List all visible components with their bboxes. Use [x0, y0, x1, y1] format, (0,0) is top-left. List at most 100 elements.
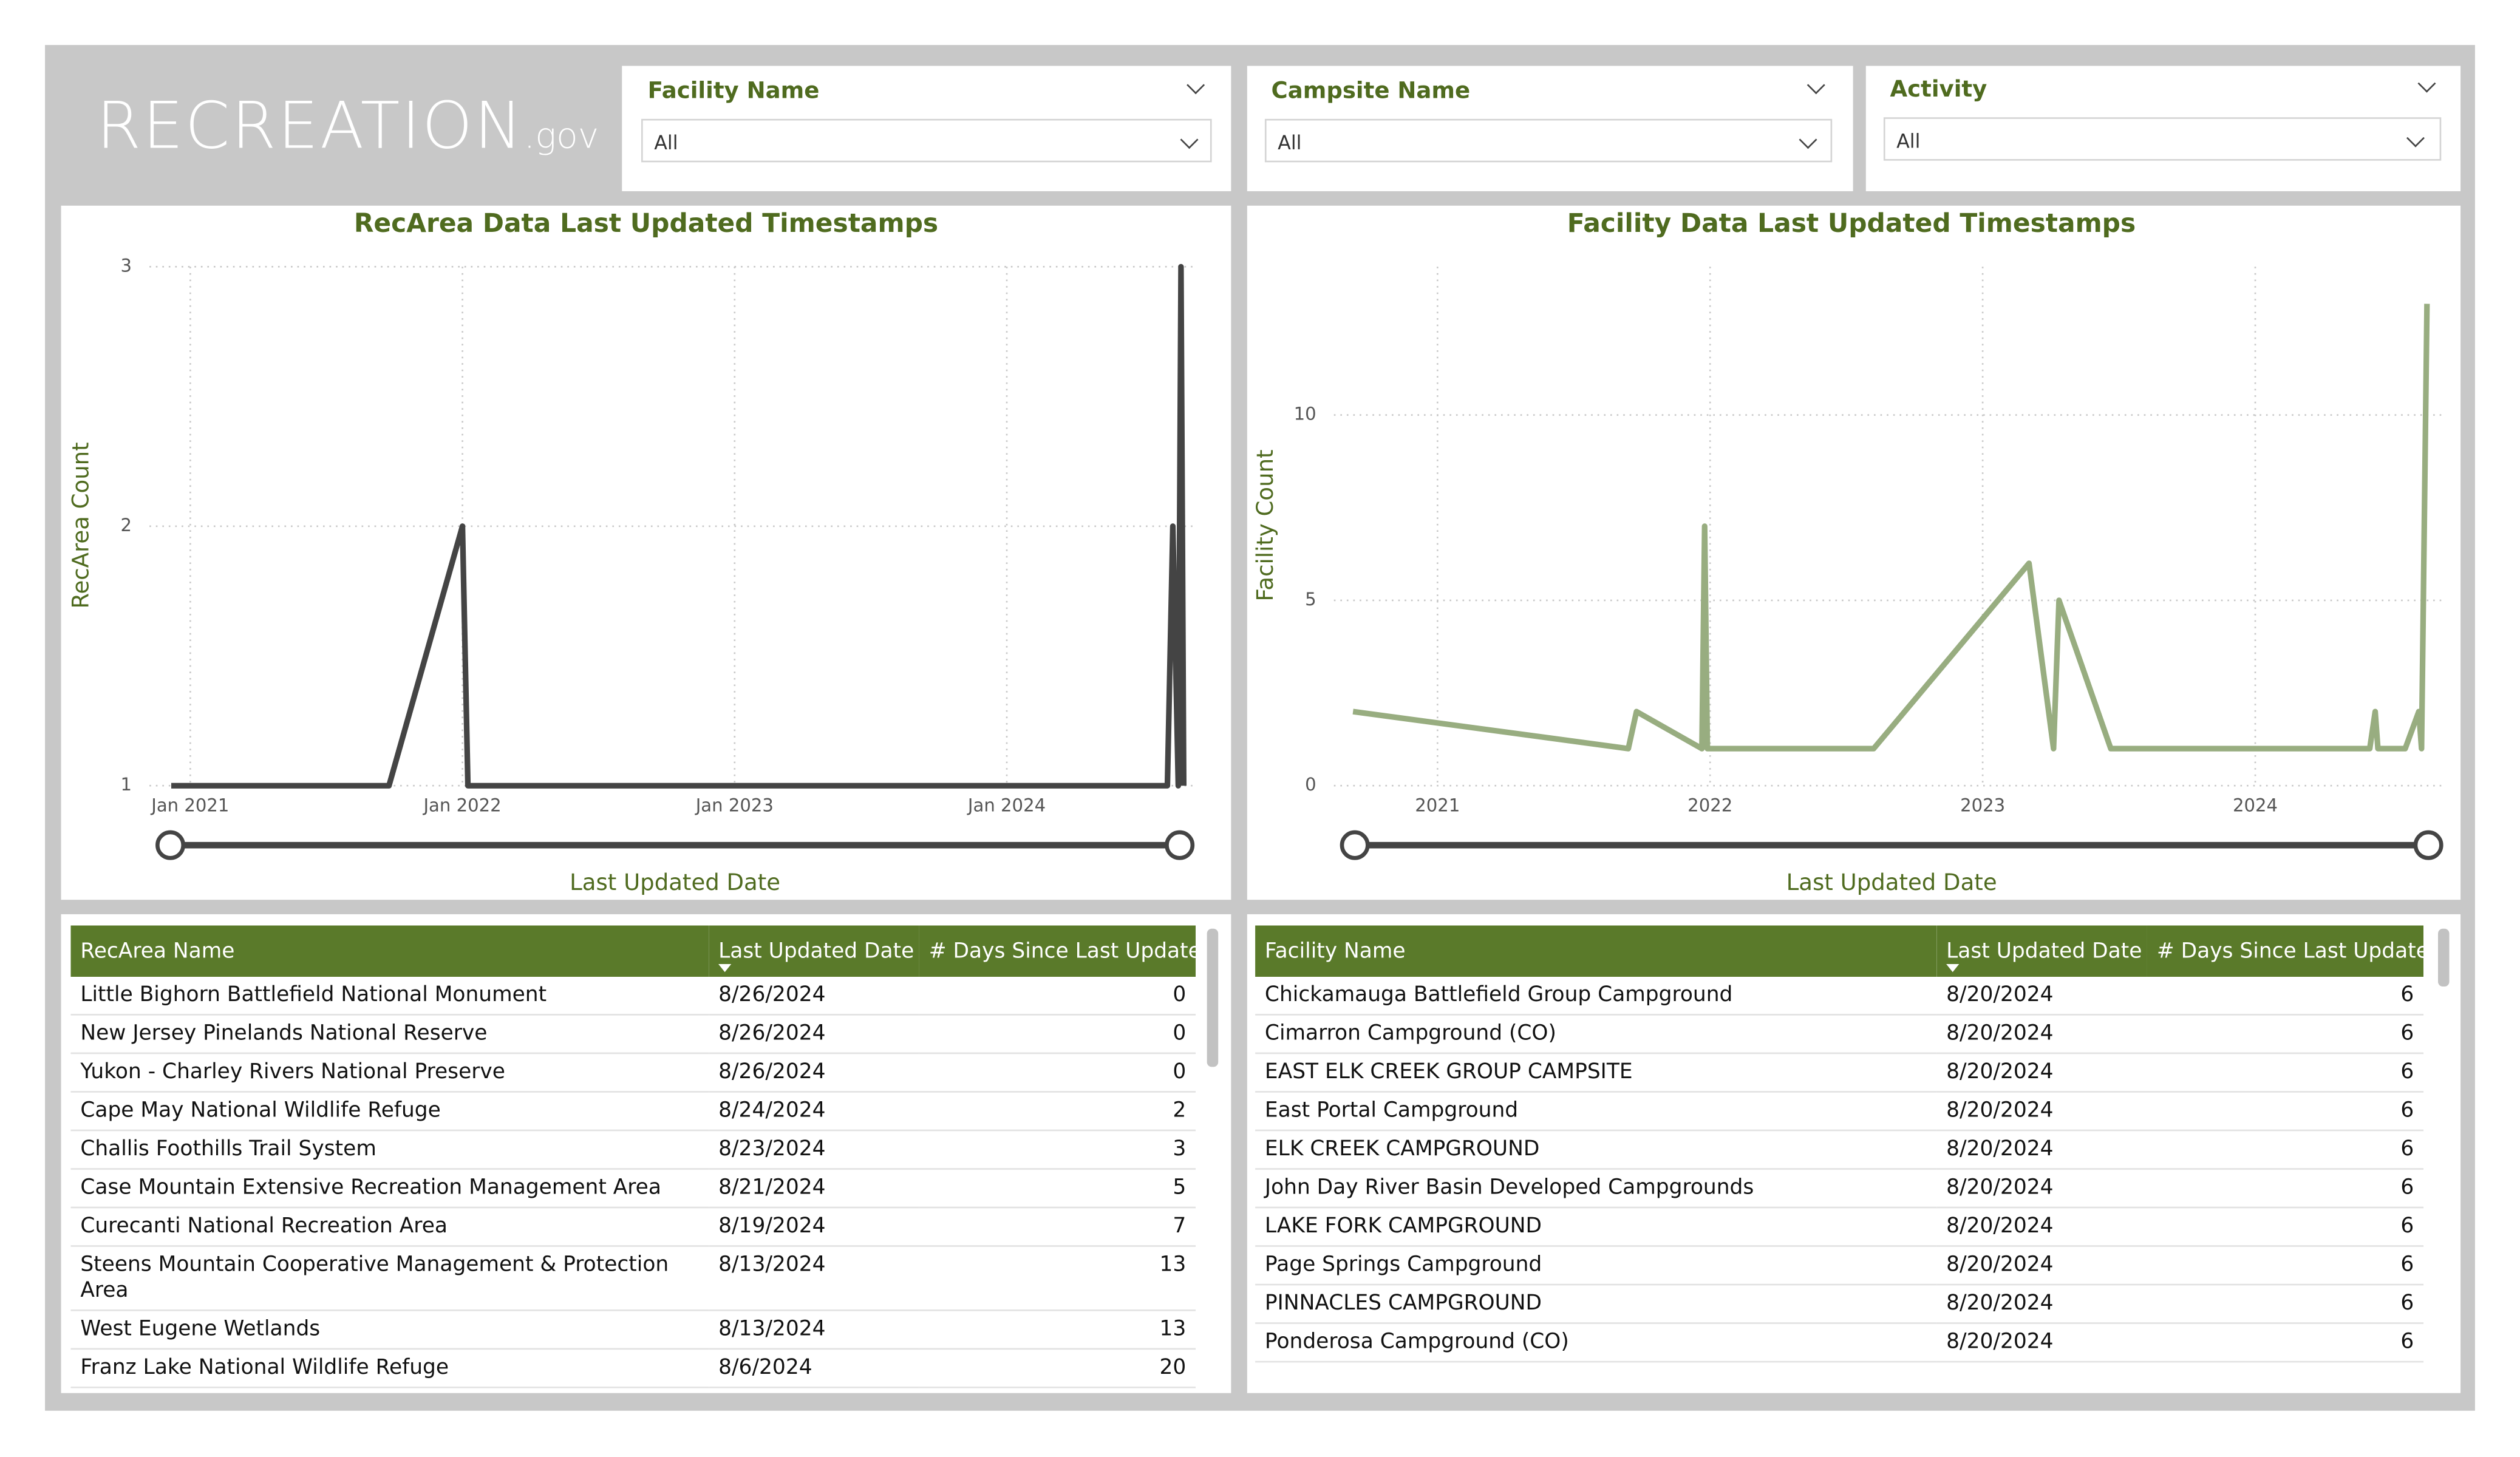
filter-panel[interactable]: Facility Name All: [622, 66, 1231, 191]
table-cell: 6: [2147, 1053, 2424, 1093]
table-cell: 8/6/2024: [709, 1348, 919, 1388]
filter-dropdown[interactable]: All: [641, 118, 1212, 163]
date-slider-handle[interactable]: [2413, 830, 2443, 860]
table-cell: Cape May National Wildlife Refuge: [70, 1092, 709, 1132]
filter-panel[interactable]: Campsite Name All: [1247, 66, 1853, 191]
column-header-text: Last Updated Date: [718, 939, 914, 963]
table-cell: 0: [919, 1053, 1196, 1093]
table-row: Steens Mountain Cooperative Management &…: [70, 1246, 1196, 1311]
table-row: Challis Foothills Trail System 8/23/2024 3: [70, 1130, 1196, 1170]
table-panel: Facility Name Last Updated Date # Days Sin…: [1247, 914, 2461, 1393]
table-cell: Ponderosa Campground (CO): [1255, 1323, 1937, 1363]
chart-title: Facility Data Last Updated Timestamps: [1567, 208, 2136, 238]
table-row: Yukon - Charley Rivers National Preserve…: [70, 1053, 1196, 1093]
table-cell: 8/21/2024: [709, 1169, 919, 1209]
table-cell: Yukon - Charley Rivers National Preserve: [70, 1053, 709, 1093]
table-row: East Portal Campground 8/20/2024 6: [1255, 1092, 2424, 1132]
column-header[interactable]: Last Updated Date: [1936, 925, 2147, 977]
table-cell: 2: [919, 1092, 1196, 1132]
table-cell: Cimarron Campground (CO): [1255, 1014, 1937, 1055]
table-cell: John Day River Basin Developed Campgroun…: [1255, 1169, 1937, 1209]
table-cell: New Jersey Pinelands National Reserve: [70, 1014, 709, 1055]
column-header-text: Facility Name: [1264, 939, 1406, 963]
y-tick-label: 1: [120, 774, 132, 795]
chart-title: RecArea Data Last Updated Timestamps: [354, 208, 938, 238]
table-cell: 13: [919, 1246, 1196, 1311]
x-tick-label: 2022: [1687, 795, 1732, 816]
column-header[interactable]: # Days Since Last Update: [2147, 925, 2424, 977]
x-tick-label: Jan 2021: [150, 795, 229, 816]
table-cell: Curecanti National Recreation Area: [70, 1207, 709, 1247]
table-panel: RecArea Name Last Updated Date # Days Sinc…: [61, 914, 1231, 1393]
table-cell: Challis Foothills Trail System: [70, 1130, 709, 1170]
date-slider-handle[interactable]: [155, 830, 186, 860]
table-cell: 6: [2147, 1130, 2424, 1170]
sort-indicator: [1946, 964, 1960, 973]
table-cell: 0: [919, 977, 1196, 1016]
table-row: Chickamauga Battlefield Group Campground…: [1255, 977, 2424, 1016]
x-tick-label: Jan 2023: [695, 795, 774, 816]
table-row: Ponderosa Campground (CO) 8/20/2024 6: [1255, 1323, 2424, 1363]
y-tick-label: 10: [1294, 404, 1316, 424]
table-row: LAKE FORK CAMPGROUND 8/20/2024 6: [1255, 1207, 2424, 1247]
header-row: Facility Name Last Updated Date # Days Sin…: [1255, 925, 2424, 977]
filter-dropdown[interactable]: All: [1264, 118, 1833, 163]
date-slider-handle[interactable]: [1165, 830, 1195, 860]
table-row: Franz Lake National Wildlife Refuge 8/6/2…: [70, 1348, 1196, 1388]
header-row: RecArea Name Last Updated Date # Days Sinc…: [70, 925, 1196, 977]
x-tick-label: 2024: [2233, 795, 2278, 816]
data-line: [1352, 304, 2430, 752]
scrollbar[interactable]: [2438, 928, 2450, 987]
column-header[interactable]: # Days Since Last Update: [919, 925, 1196, 977]
filter-value: All: [1896, 130, 1921, 153]
table-container: Facility Name Last Updated Date # Days Sin…: [1255, 925, 2424, 1388]
column-header[interactable]: RecArea Name: [70, 925, 709, 977]
table-row: Case Mountain Extensive Recreation Manag…: [70, 1169, 1196, 1209]
table-cell: 8/26/2024: [709, 977, 919, 1016]
table-cell: 5: [919, 1169, 1196, 1209]
table-cell: 8/20/2024: [1936, 1053, 2147, 1093]
column-header[interactable]: Last Updated Date: [709, 925, 919, 977]
table-row: Cimarron Campground (CO) 8/20/2024 6: [1255, 1014, 2424, 1055]
column-header[interactable]: Facility Name: [1255, 925, 1937, 977]
filter-panel[interactable]: Activity All: [1865, 66, 2461, 191]
table-cell: Page Springs Campground: [1255, 1246, 1937, 1286]
table-row: PINNACLES CAMPGROUND 8/20/2024 6: [1255, 1285, 2424, 1324]
chart-panel: [1247, 205, 2461, 900]
scrollbar[interactable]: [1207, 928, 1219, 1067]
table-cell: 20: [919, 1348, 1196, 1388]
y-tick-label: 2: [120, 515, 132, 535]
table-cell: 8/26/2024: [709, 1053, 919, 1093]
table-container: RecArea Name Last Updated Date # Days Sinc…: [70, 925, 1196, 1388]
table-row: West Eugene Wetlands 8/13/2024 13: [70, 1310, 1196, 1350]
table-cell: 8/13/2024: [709, 1310, 919, 1350]
logo-text: RECREATION: [96, 90, 524, 164]
table-cell: 6: [2147, 1246, 2424, 1286]
data-table: RecArea Name Last Updated Date # Days Sinc…: [70, 925, 1196, 1388]
table-cell: 0: [919, 1014, 1196, 1055]
filter-value: All: [654, 132, 678, 155]
filter-label: Activity: [1890, 77, 1987, 103]
date-slider-handle[interactable]: [1340, 830, 1370, 860]
table-row: John Day River Basin Developed Campgroun…: [1255, 1169, 2424, 1209]
y-axis-title: RecArea Count: [67, 442, 94, 608]
filter-label: Facility Name: [647, 78, 820, 105]
table-cell: Chickamauga Battlefield Group Campground: [1255, 977, 1937, 1016]
table-cell: 8/20/2024: [1936, 1014, 2147, 1055]
table-cell: 6: [2147, 1207, 2424, 1247]
table-row: Cape May National Wildlife Refuge 8/24/20…: [70, 1092, 1196, 1132]
filter-label: Campsite Name: [1271, 78, 1471, 105]
table-row: Curecanti National Recreation Area 8/19/2…: [70, 1207, 1196, 1247]
table-cell: LAKE FORK CAMPGROUND: [1255, 1207, 1937, 1247]
table-cell: East Portal Campground: [1255, 1092, 1937, 1132]
table-cell: Steens Mountain Cooperative Management &…: [70, 1246, 709, 1311]
x-axis-title: Last Updated Date: [1786, 869, 1997, 895]
x-tick-label: 2023: [1960, 795, 2005, 816]
logo-suffix: .gov: [523, 117, 599, 158]
x-tick-label: 2021: [1415, 795, 1460, 816]
table-cell: 6: [2147, 977, 2424, 1016]
filter-value: All: [1278, 132, 1302, 155]
filter-dropdown[interactable]: All: [1883, 117, 2442, 161]
table-cell: 8/20/2024: [1936, 977, 2147, 1016]
